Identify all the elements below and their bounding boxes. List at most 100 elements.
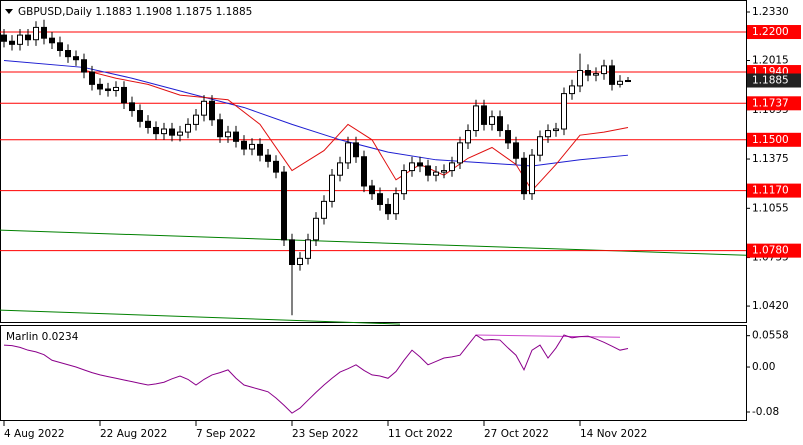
candle-body	[377, 193, 383, 205]
candle-body	[9, 40, 15, 45]
y-tick-label: 0.00	[752, 361, 775, 373]
candle-body	[145, 120, 151, 128]
candle-body	[569, 85, 575, 95]
trend-line	[475, 334, 621, 338]
candle-body	[161, 128, 167, 135]
candle-body	[17, 34, 23, 45]
level-label-box	[747, 183, 801, 198]
candle-body	[241, 140, 247, 150]
candle-body	[617, 80, 623, 85]
candle-body	[249, 143, 255, 150]
level-label: 1.1170	[752, 185, 789, 197]
trend-line	[0, 309, 401, 325]
candle-body	[361, 156, 367, 187]
level-label: 1.0780	[752, 245, 789, 257]
candle-body	[449, 162, 455, 172]
candle-body	[337, 162, 343, 176]
candle-body	[129, 102, 135, 112]
y-tick-label: 1.1375	[752, 153, 789, 165]
x-tick-label: 27 Oct 2022	[484, 428, 549, 440]
candle-body	[49, 37, 55, 44]
x-tick-label: 7 Sep 2022	[196, 428, 256, 440]
candle-body	[193, 114, 199, 125]
candle-body	[321, 200, 327, 219]
candle-body	[57, 42, 63, 51]
candle-body	[217, 119, 223, 138]
candle-body	[489, 116, 495, 125]
candle-body	[305, 239, 311, 259]
x-tick-label: 14 Nov 2022	[580, 428, 647, 440]
price-label-box	[747, 73, 801, 88]
y-tick-label: 1.2330	[752, 6, 789, 18]
candle-body	[545, 130, 551, 138]
candle-body	[529, 154, 535, 195]
candle-body	[473, 105, 479, 132]
x-tick-label: 22 Aug 2022	[100, 428, 167, 440]
candle-body	[185, 123, 191, 133]
candle-body	[273, 160, 279, 173]
y-tick-label: 1.0420	[752, 300, 789, 312]
candle-body	[441, 170, 447, 173]
moving-average	[83, 69, 629, 192]
candle-body	[1, 34, 7, 42]
menu-arrow	[5, 9, 13, 14]
candle-body	[297, 257, 303, 265]
candle-body	[65, 49, 71, 58]
candle-body	[465, 130, 471, 144]
candle-body	[25, 34, 31, 41]
candle-body	[417, 162, 423, 167]
y-tick-label: 1.2015	[752, 55, 789, 67]
x-tick-label: 4 Aug 2022	[4, 428, 65, 440]
indicator-line	[3, 334, 629, 414]
candle-body	[257, 143, 263, 156]
candle-body	[81, 59, 87, 73]
candle-body	[585, 70, 591, 76]
candle-body	[97, 83, 103, 90]
candle-body	[457, 142, 463, 164]
y-tick-label: -0.08	[752, 406, 779, 418]
candle-body	[177, 131, 183, 136]
y-tick-label: 1.1055	[752, 202, 789, 214]
candle-body	[561, 93, 567, 130]
level-label: 1.2200	[752, 26, 789, 38]
candle-body	[345, 142, 351, 164]
candle-body	[137, 110, 143, 122]
candle-body	[113, 86, 119, 92]
candle-body	[33, 26, 39, 41]
candle-body	[233, 131, 239, 142]
candle-body	[369, 185, 375, 195]
candle-body	[425, 165, 431, 176]
candle-body	[537, 136, 543, 156]
candle-body	[593, 73, 599, 76]
level-label: 1.1500	[752, 134, 789, 146]
candle-body	[289, 239, 295, 265]
candle-body	[313, 217, 319, 241]
candle-body	[73, 56, 79, 61]
level-label-box	[747, 132, 801, 147]
candle-body	[201, 100, 207, 116]
candle-body	[329, 174, 335, 202]
main-frame	[0, 0, 747, 323]
indicator-frame	[0, 325, 747, 421]
candle-body	[497, 116, 503, 132]
candle-body	[601, 65, 607, 75]
chart-title: GBPUSD,Daily 1.1883 1.1908 1.1875 1.1885	[18, 6, 252, 18]
candle-body	[121, 86, 127, 104]
candle-body	[89, 71, 95, 85]
candle-body	[409, 162, 415, 172]
indicator-title: Marlin 0.0234	[6, 331, 79, 343]
x-tick-label: 11 Oct 2022	[388, 428, 453, 440]
candle-body	[281, 171, 287, 241]
candle-body	[521, 157, 527, 195]
price-label: 1.1885	[752, 75, 789, 87]
candle-body	[393, 193, 399, 215]
candle-body	[265, 154, 271, 162]
candle-body	[513, 142, 519, 159]
candle-body	[169, 128, 175, 136]
candle-body	[625, 80, 631, 83]
candle-body	[105, 88, 111, 92]
y-tick-label: 0.0558	[752, 330, 789, 342]
candle-body	[505, 130, 511, 144]
candle-body	[41, 26, 47, 39]
